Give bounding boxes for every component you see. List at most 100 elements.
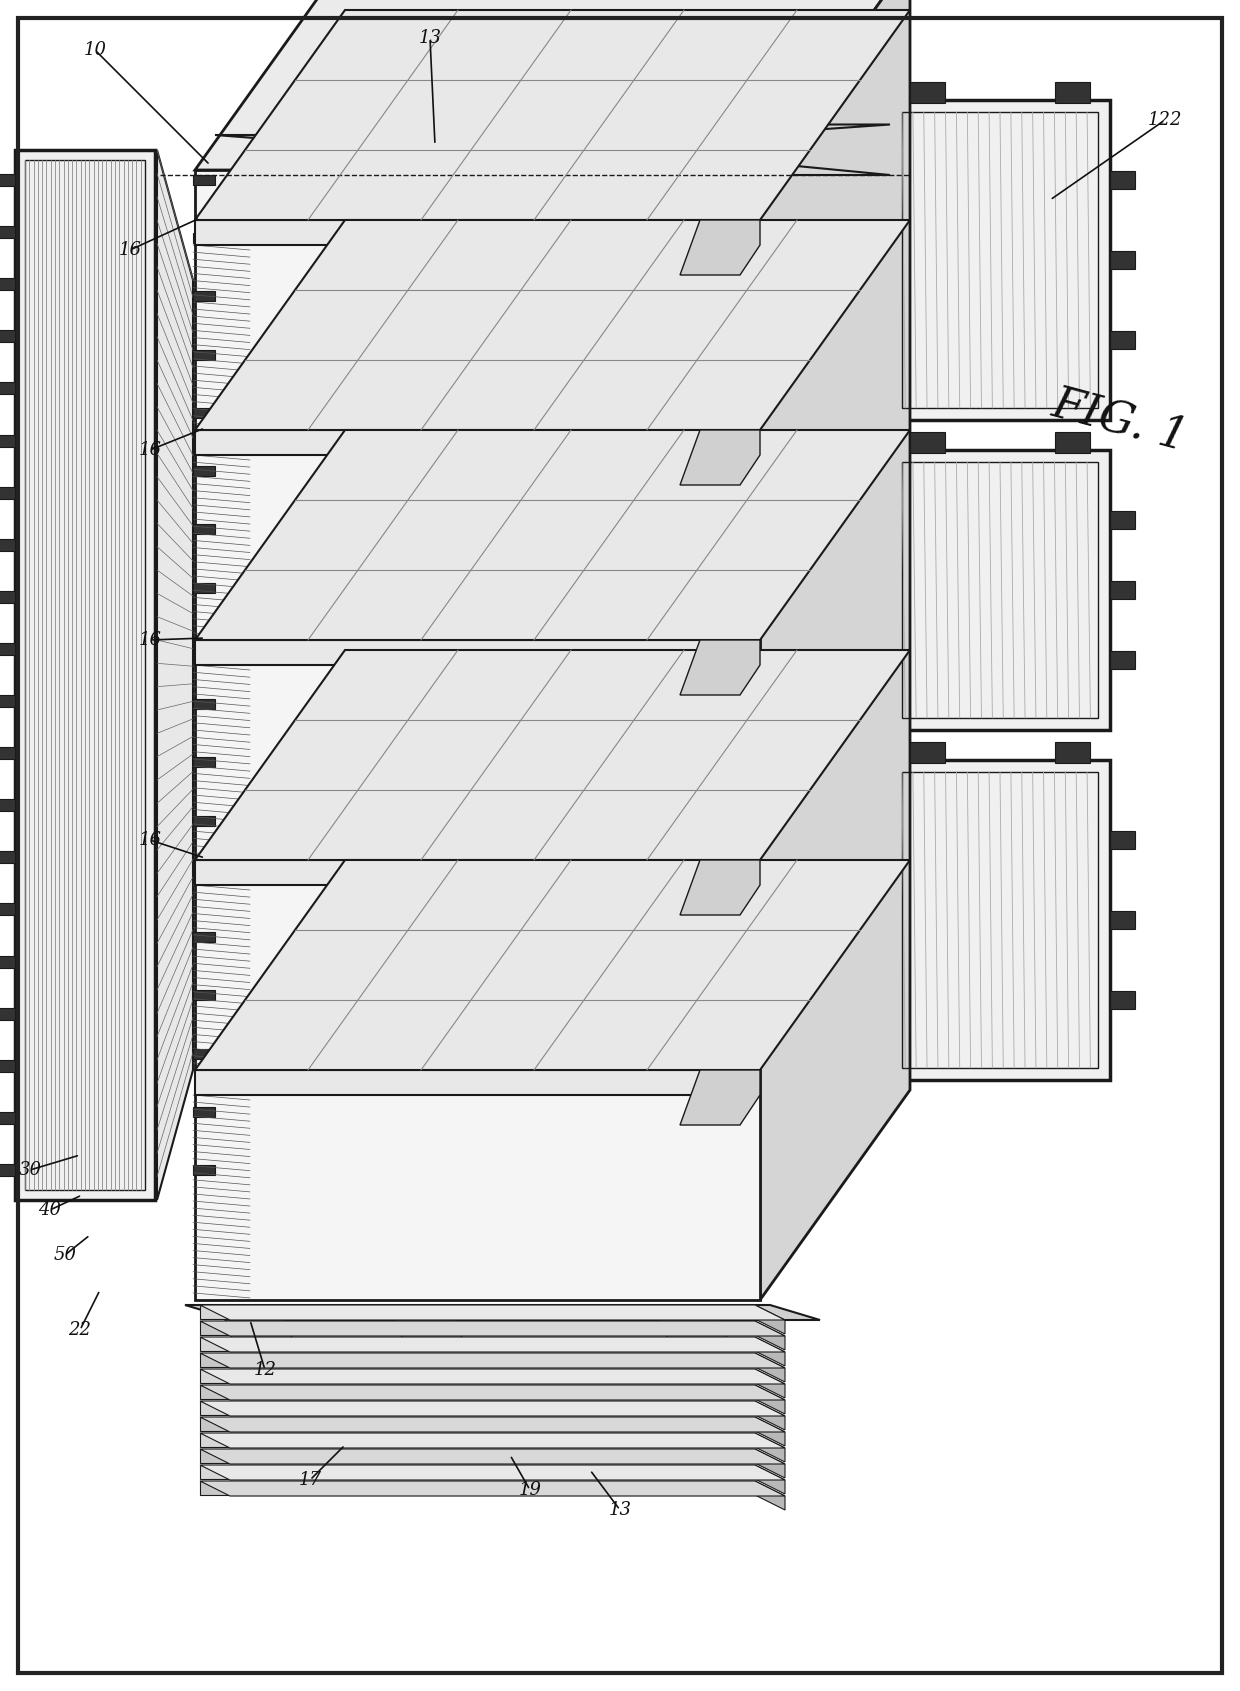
Polygon shape	[890, 100, 1110, 419]
Polygon shape	[200, 1321, 755, 1334]
Polygon shape	[0, 695, 15, 707]
Polygon shape	[755, 1338, 785, 1366]
Text: 17: 17	[299, 1471, 321, 1490]
Text: 30: 30	[19, 1162, 41, 1179]
Text: 19: 19	[518, 1481, 542, 1498]
Polygon shape	[1110, 250, 1135, 269]
Polygon shape	[760, 0, 910, 1300]
Polygon shape	[0, 590, 15, 604]
Polygon shape	[0, 1163, 15, 1175]
Polygon shape	[200, 1305, 785, 1321]
Polygon shape	[890, 759, 1110, 1081]
Polygon shape	[200, 1432, 785, 1447]
Polygon shape	[193, 698, 215, 709]
Polygon shape	[195, 639, 760, 665]
Polygon shape	[200, 1417, 755, 1431]
Polygon shape	[0, 1060, 15, 1072]
Polygon shape	[0, 955, 15, 967]
Polygon shape	[200, 1481, 755, 1495]
Polygon shape	[680, 1070, 760, 1125]
Polygon shape	[755, 1370, 785, 1398]
Polygon shape	[1110, 830, 1135, 849]
Polygon shape	[1110, 511, 1135, 529]
Text: 13: 13	[419, 29, 441, 47]
Polygon shape	[1110, 991, 1135, 1010]
Polygon shape	[193, 1165, 215, 1175]
Polygon shape	[680, 430, 760, 485]
Polygon shape	[755, 1464, 785, 1495]
Polygon shape	[1110, 171, 1135, 189]
Polygon shape	[200, 1464, 755, 1480]
Polygon shape	[185, 1305, 820, 1321]
Polygon shape	[193, 233, 215, 244]
Polygon shape	[200, 1370, 755, 1383]
Text: 50: 50	[53, 1246, 77, 1263]
Polygon shape	[0, 851, 15, 864]
Polygon shape	[890, 450, 1110, 731]
Polygon shape	[200, 1432, 755, 1447]
Polygon shape	[755, 1432, 785, 1463]
Polygon shape	[195, 861, 760, 884]
Polygon shape	[193, 1108, 215, 1116]
Polygon shape	[200, 1353, 785, 1368]
Polygon shape	[0, 800, 15, 812]
Polygon shape	[193, 932, 215, 942]
Polygon shape	[755, 1417, 785, 1446]
Text: 16: 16	[139, 631, 161, 649]
Polygon shape	[755, 1449, 785, 1478]
Polygon shape	[195, 430, 760, 455]
Polygon shape	[193, 291, 215, 301]
Polygon shape	[193, 874, 215, 884]
Polygon shape	[193, 1048, 215, 1059]
Polygon shape	[224, 1321, 295, 1344]
Text: 22: 22	[68, 1321, 92, 1339]
Polygon shape	[0, 747, 15, 759]
Polygon shape	[755, 1321, 785, 1349]
Polygon shape	[200, 1321, 785, 1336]
Polygon shape	[0, 539, 15, 551]
Polygon shape	[200, 1385, 785, 1400]
Polygon shape	[1110, 331, 1135, 348]
Polygon shape	[0, 279, 15, 291]
Polygon shape	[193, 758, 215, 768]
Polygon shape	[680, 639, 760, 695]
Polygon shape	[0, 227, 15, 238]
Polygon shape	[195, 171, 760, 1300]
Polygon shape	[200, 1305, 755, 1319]
Polygon shape	[1110, 582, 1135, 599]
Polygon shape	[0, 174, 15, 186]
Polygon shape	[200, 1449, 755, 1463]
Text: 13: 13	[609, 1502, 631, 1519]
Text: 12: 12	[253, 1361, 277, 1378]
Polygon shape	[0, 1008, 15, 1020]
Polygon shape	[195, 430, 910, 639]
Polygon shape	[200, 1385, 755, 1398]
Polygon shape	[0, 1113, 15, 1125]
Text: 122: 122	[1148, 112, 1182, 129]
Polygon shape	[195, 0, 910, 171]
Polygon shape	[755, 1402, 785, 1431]
Polygon shape	[195, 220, 910, 430]
Polygon shape	[193, 467, 215, 477]
Polygon shape	[680, 861, 760, 915]
Polygon shape	[15, 150, 155, 1201]
Polygon shape	[680, 220, 760, 276]
Polygon shape	[193, 174, 215, 184]
Polygon shape	[195, 220, 760, 245]
Polygon shape	[660, 1321, 730, 1344]
Polygon shape	[200, 1353, 755, 1366]
Polygon shape	[200, 1464, 785, 1480]
Polygon shape	[0, 903, 15, 915]
Polygon shape	[0, 643, 15, 654]
Polygon shape	[200, 1402, 755, 1415]
Polygon shape	[200, 1449, 785, 1464]
Polygon shape	[1110, 911, 1135, 928]
Polygon shape	[200, 1338, 785, 1353]
Polygon shape	[1055, 81, 1090, 103]
Polygon shape	[0, 330, 15, 342]
Polygon shape	[193, 991, 215, 1001]
Polygon shape	[200, 1481, 785, 1497]
Text: 10: 10	[83, 41, 107, 59]
Polygon shape	[0, 435, 15, 446]
Polygon shape	[195, 1070, 760, 1096]
